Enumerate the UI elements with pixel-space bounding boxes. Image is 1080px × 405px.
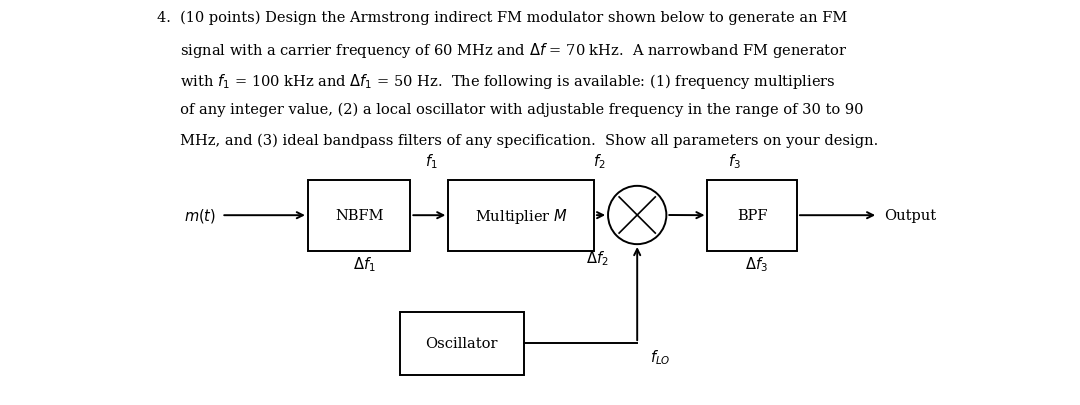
Text: with $f_1$ = 100 kHz and $\Delta f_1$ = 50 Hz.  The following is available: (1) : with $f_1$ = 100 kHz and $\Delta f_1$ = … [157, 72, 835, 91]
Text: BPF: BPF [737, 209, 768, 223]
Text: $f_2$: $f_2$ [593, 151, 606, 170]
Text: NBFM: NBFM [335, 209, 383, 223]
Text: $f_3$: $f_3$ [728, 151, 741, 170]
Text: $m(t)$: $m(t)$ [184, 207, 216, 225]
Text: signal with a carrier frequency of 60 MHz and $\Delta f$ = 70 kHz.  A narrowband: signal with a carrier frequency of 60 MH… [157, 41, 847, 60]
Bar [308, 180, 410, 251]
Text: $\Delta f_3$: $\Delta f_3$ [745, 255, 768, 274]
Bar [707, 180, 797, 251]
Text: 4.  (10 points) Design the Armstrong indirect FM modulator shown below to genera: 4. (10 points) Design the Armstrong indi… [157, 10, 847, 24]
Text: $f_{LO}$: $f_{LO}$ [650, 347, 671, 366]
Text: $\Delta f_2$: $\Delta f_2$ [586, 249, 608, 267]
Bar [400, 312, 524, 375]
Bar [448, 180, 594, 251]
Text: of any integer value, (2) a local oscillator with adjustable frequency in the ra: of any integer value, (2) a local oscill… [157, 102, 863, 117]
Text: $f_1$: $f_1$ [424, 151, 437, 170]
Text: MHz, and (3) ideal bandpass filters of any specification.  Show all parameters o: MHz, and (3) ideal bandpass filters of a… [157, 133, 878, 147]
Text: $\Delta f_1$: $\Delta f_1$ [353, 255, 376, 274]
Ellipse shape [608, 186, 666, 245]
Text: Oscillator: Oscillator [426, 336, 498, 350]
Text: Output: Output [885, 209, 936, 223]
Text: Multiplier $M$: Multiplier $M$ [475, 206, 567, 225]
